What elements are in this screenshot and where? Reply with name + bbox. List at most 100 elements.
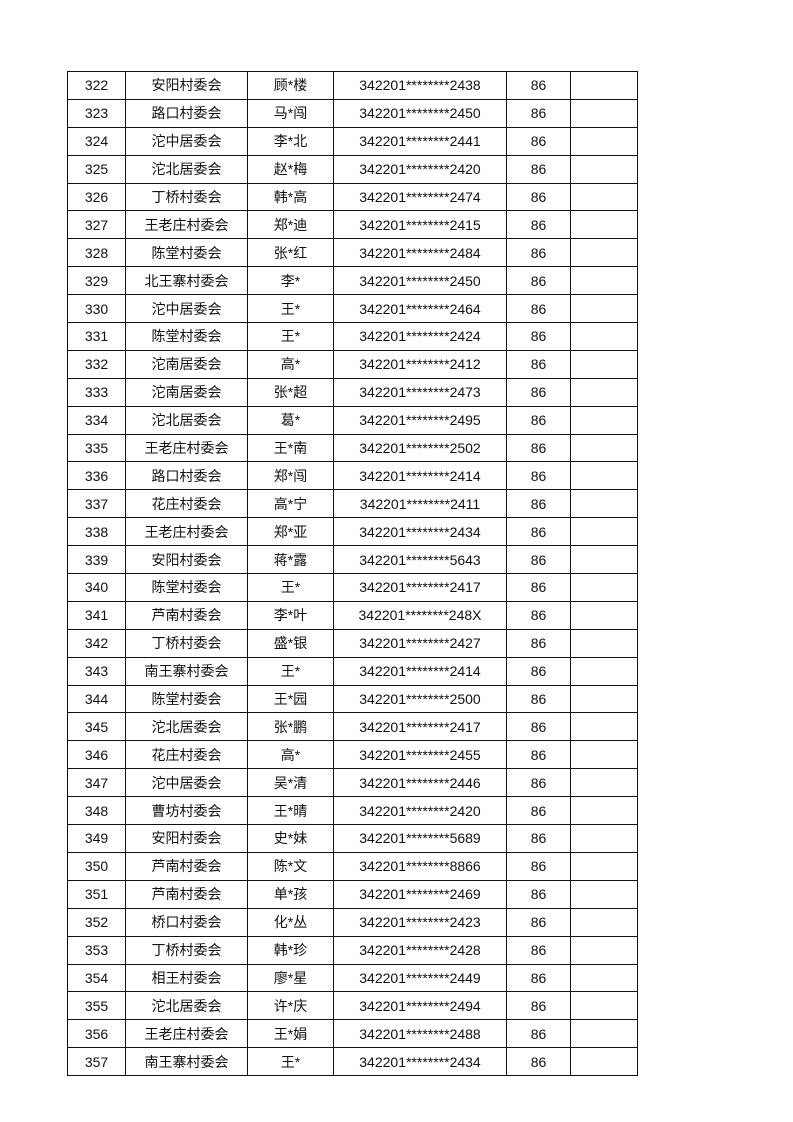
cell-score: 86 — [506, 489, 571, 519]
cell-remark — [570, 628, 638, 658]
cell-score: 86 — [506, 294, 571, 324]
cell-remark — [570, 461, 638, 491]
cell-index: 329 — [67, 266, 126, 296]
cell-index: 352 — [67, 907, 126, 937]
cell-index: 341 — [67, 600, 126, 630]
cell-id-number: 342201********2495 — [333, 405, 507, 435]
cell-name: 李*北 — [247, 126, 334, 156]
table-row: 349 安阳村委会 史*妹 342201********5689 86 — [67, 824, 638, 853]
cell-score: 86 — [506, 1047, 571, 1077]
cell-committee: 南王寨村委会 — [125, 656, 248, 686]
cell-committee: 芦南村委会 — [125, 600, 248, 630]
cell-committee: 沱中居委会 — [125, 768, 248, 798]
cell-id-number: 342201********2488 — [333, 1019, 507, 1049]
cell-id-number: 342201********2469 — [333, 879, 507, 909]
cell-name: 马*闯 — [247, 98, 334, 128]
cell-committee: 沱南居委会 — [125, 377, 248, 407]
cell-name: 顾*楼 — [247, 71, 334, 100]
table-row: 334 沱北居委会 葛* 342201********2495 86 — [67, 405, 638, 435]
cell-score: 86 — [506, 796, 571, 826]
cell-id-number: 342201********2423 — [333, 907, 507, 937]
table-row: 338 王老庄村委会 郑*亚 342201********2434 86 — [67, 517, 638, 547]
table-row: 323 路口村委会 马*闯 342201********2450 86 — [67, 98, 638, 128]
cell-index: 324 — [67, 126, 126, 156]
cell-remark — [570, 405, 638, 435]
cell-index: 337 — [67, 489, 126, 519]
cell-name: 高* — [247, 740, 334, 770]
cell-remark — [570, 600, 638, 630]
cell-score: 86 — [506, 182, 571, 212]
table-row: 340 陈堂村委会 王* 342201********2417 86 — [67, 573, 638, 602]
cell-id-number: 342201********2450 — [333, 98, 507, 128]
cell-remark — [570, 963, 638, 993]
cell-name: 吴*清 — [247, 768, 334, 798]
cell-name: 盛*银 — [247, 628, 334, 658]
cell-index: 355 — [67, 991, 126, 1021]
cell-name: 王* — [247, 294, 334, 324]
cell-committee: 沱北居委会 — [125, 405, 248, 435]
cell-remark — [570, 712, 638, 742]
cell-score: 86 — [506, 545, 571, 575]
cell-name: 单*孩 — [247, 879, 334, 909]
cell-committee: 王老庄村委会 — [125, 433, 248, 463]
cell-index: 336 — [67, 461, 126, 491]
cell-id-number: 342201********2417 — [333, 712, 507, 742]
cell-name: 王*晴 — [247, 796, 334, 826]
cell-committee: 陈堂村委会 — [125, 573, 248, 602]
table-row: 325 沱北居委会 赵*梅 342201********2420 86 — [67, 154, 638, 184]
cell-name: 高*宁 — [247, 489, 334, 519]
cell-score: 86 — [506, 600, 571, 630]
cell-id-number: 342201********2434 — [333, 1047, 507, 1077]
cell-id-number: 342201********2502 — [333, 433, 507, 463]
cell-remark — [570, 545, 638, 575]
cell-name: 廖*星 — [247, 963, 334, 993]
cell-index: 328 — [67, 238, 126, 268]
cell-name: 王* — [247, 573, 334, 602]
cell-score: 86 — [506, 71, 571, 100]
cell-remark — [570, 210, 638, 240]
table-row: 343 南王寨村委会 王* 342201********2414 86 — [67, 656, 638, 686]
cell-remark — [570, 1047, 638, 1077]
cell-score: 86 — [506, 154, 571, 184]
cell-remark — [570, 851, 638, 881]
cell-index: 327 — [67, 210, 126, 240]
cell-score: 86 — [506, 126, 571, 156]
cell-committee: 沱北居委会 — [125, 154, 248, 184]
cell-remark — [570, 1019, 638, 1049]
cell-id-number: 342201********2417 — [333, 573, 507, 602]
cell-score: 86 — [506, 935, 571, 965]
cell-remark — [570, 266, 638, 296]
cell-id-number: 342201********2414 — [333, 656, 507, 686]
data-table: 322 安阳村委会 顾*楼 342201********2438 86 323 路口村委会马… — [67, 71, 638, 1077]
cell-score: 86 — [506, 907, 571, 937]
cell-id-number: 342201********2411 — [333, 489, 507, 519]
cell-id-number: 342201********2427 — [333, 628, 507, 658]
cell-index: 340 — [67, 573, 126, 602]
cell-remark — [570, 573, 638, 602]
cell-id-number: 342201********248X — [333, 600, 507, 630]
cell-committee: 安阳村委会 — [125, 545, 248, 575]
cell-name: 许*庆 — [247, 991, 334, 1021]
table-row: 336 路口村委会 郑*闯 342201********2414 86 — [67, 461, 638, 491]
cell-remark — [570, 294, 638, 324]
table-row: 354 相王村委会 廖*星 342201********2449 86 — [67, 963, 638, 993]
cell-name: 张*红 — [247, 238, 334, 268]
cell-committee: 沱北居委会 — [125, 712, 248, 742]
cell-index: 354 — [67, 963, 126, 993]
cell-score: 86 — [506, 740, 571, 770]
table-row: 347 沱中居委会 吴*清 342201********2446 86 — [67, 768, 638, 798]
cell-score: 86 — [506, 628, 571, 658]
cell-remark — [570, 879, 638, 909]
cell-id-number: 342201********2473 — [333, 377, 507, 407]
table-row: 353 丁桥村委会 韩*珍 342201********2428 86 — [67, 935, 638, 965]
cell-score: 86 — [506, 377, 571, 407]
cell-score: 86 — [506, 824, 571, 853]
cell-name: 王* — [247, 656, 334, 686]
cell-committee: 沱北居委会 — [125, 991, 248, 1021]
table-body: 322 安阳村委会 顾*楼 342201********2438 86 323 路口村委会马… — [67, 71, 638, 1077]
table-row: 344 陈堂村委会 王*园 342201********2500 86 — [67, 684, 638, 714]
cell-score: 86 — [506, 768, 571, 798]
cell-name: 郑*迪 — [247, 210, 334, 240]
cell-committee: 路口村委会 — [125, 98, 248, 128]
cell-id-number: 342201********2450 — [333, 266, 507, 296]
